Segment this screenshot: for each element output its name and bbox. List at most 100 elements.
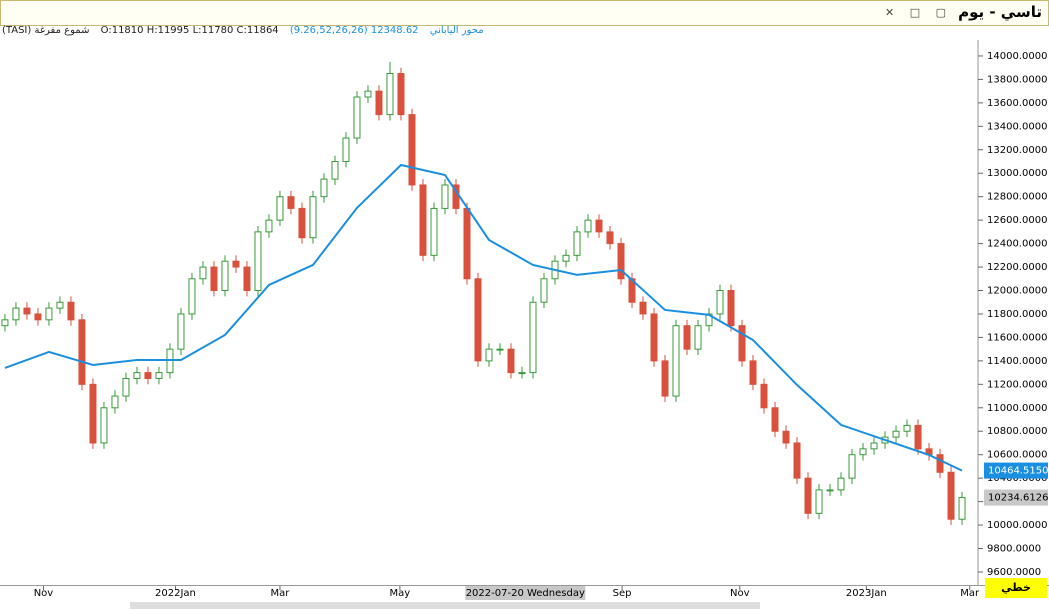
candle-body (232, 260, 240, 268)
candle-body (859, 448, 867, 456)
candle-body (507, 348, 515, 374)
candle-body (639, 301, 647, 315)
candle-body (441, 184, 449, 209)
x-tick-label: Nov (34, 588, 54, 599)
candle-body (177, 313, 185, 350)
candle-body (309, 196, 317, 239)
mode-button[interactable]: خطي (985, 578, 1047, 598)
candle-body (749, 360, 757, 385)
y-tick-label: 10400.0000 (987, 473, 1047, 484)
candle-body (463, 207, 471, 280)
y-tick-label: 11000.0000 (987, 403, 1047, 414)
candle-body (375, 90, 383, 116)
y-tick-label: 14000.0000 (987, 51, 1047, 62)
y-tick-label: 12400.0000 (987, 239, 1047, 250)
candle-body (265, 219, 273, 233)
legend-name: (TASI) شموع مفرغة (2, 25, 90, 36)
price-label: 10464.5150 (988, 466, 1048, 477)
candle-body (518, 372, 526, 375)
candle-body (1, 319, 9, 327)
candle-body (89, 383, 97, 444)
moving-average (4, 163, 963, 472)
y-tick-label: 12800.0000 (987, 192, 1047, 203)
candle-body (573, 231, 581, 256)
y-tick-label: 10000.0000 (987, 520, 1047, 531)
window-buttons[interactable]: ✕ □ ▢ (885, 6, 952, 19)
candle-body (496, 348, 504, 351)
candle-body (584, 219, 592, 233)
candle-body (34, 313, 42, 321)
y-tick-label: 12200.0000 (987, 262, 1047, 273)
candle-body (144, 372, 152, 379)
candle-body (870, 442, 878, 450)
candle-body (562, 254, 570, 262)
candle-body (672, 325, 680, 397)
candle-body (848, 454, 856, 479)
candle-body (815, 489, 823, 514)
candle-body (364, 90, 372, 98)
y-tick-label: 11600.0000 (987, 332, 1047, 343)
y-tick-label: 12600.0000 (987, 215, 1047, 226)
candle-body (661, 360, 669, 397)
x-tick-label: Nov (730, 588, 750, 599)
crosshair-label: 2022-07-20 Wednesday (466, 588, 585, 599)
candle-body (727, 290, 735, 327)
candle-body (958, 497, 966, 520)
time-axis-labels: Nov 2022Jan Mar May Sep Nov 2023Jan Mar 2022-07-… (34, 586, 980, 600)
y-tick-label: 11200.0000 (987, 379, 1047, 390)
candle-body (353, 96, 361, 139)
y-tick-label: 9600.0000 (987, 567, 1041, 578)
candle-body (133, 372, 141, 379)
candle-body (914, 424, 922, 450)
candle-body (793, 442, 801, 479)
candle-body (804, 477, 812, 514)
candle-body (529, 301, 537, 374)
candle-body (716, 290, 724, 315)
time-axis: Nov 2022Jan Mar May Sep Nov 2023Jan Mar 2022-07-… (0, 585, 1049, 610)
candle-body (397, 73, 405, 116)
candle-body (386, 73, 394, 116)
x-tick-label: Mar (271, 588, 291, 599)
y-tick-label: 10800.0000 (987, 426, 1047, 437)
scrollbar[interactable] (130, 602, 760, 609)
candle-body (331, 161, 339, 180)
candle-body (12, 307, 20, 321)
chart: 9600.00009800.000010000.000010200.000010… (1, 40, 1048, 585)
candle-body (56, 301, 64, 309)
title: تاسي - يوم (958, 3, 1042, 21)
y-tick-label: 13800.0000 (987, 74, 1047, 85)
candle-body (760, 383, 768, 409)
crosshair-box (465, 586, 586, 600)
y-tick-label: 10600.0000 (987, 450, 1047, 461)
ma-name: (9.26,52,26,26) محور الياباني (289, 25, 484, 36)
x-tick-label: May (390, 588, 411, 599)
candle-body (617, 243, 625, 280)
candle-body (199, 266, 207, 280)
candle-body (738, 325, 746, 362)
candle-body (320, 178, 328, 198)
candle-body (474, 278, 482, 362)
candle-body (287, 196, 295, 209)
x-tick-label: Mar (960, 588, 980, 599)
price-box (984, 489, 1048, 506)
candle-body (650, 313, 658, 362)
x-tick-label: Sep (613, 588, 632, 599)
x-tick-label: 2022Jan (155, 588, 196, 599)
candle-body (606, 231, 614, 245)
candle-body (947, 471, 955, 520)
candle-body (111, 395, 119, 409)
candle-body (771, 407, 779, 432)
candle-body (936, 454, 944, 473)
candle-body (782, 430, 790, 444)
y-tick-label: 13400.0000 (987, 121, 1047, 132)
x-tick-label: 2023Jan (846, 588, 887, 599)
candle-body (67, 301, 75, 321)
y-tick-label: 13600.0000 (987, 98, 1047, 109)
candle-body (540, 278, 548, 303)
candle-body (892, 430, 900, 438)
ma-text: 12348.62 (370, 25, 419, 36)
candle-body (221, 260, 229, 292)
y-tick-label: 11800.0000 (987, 309, 1047, 320)
candle-body (430, 207, 438, 256)
